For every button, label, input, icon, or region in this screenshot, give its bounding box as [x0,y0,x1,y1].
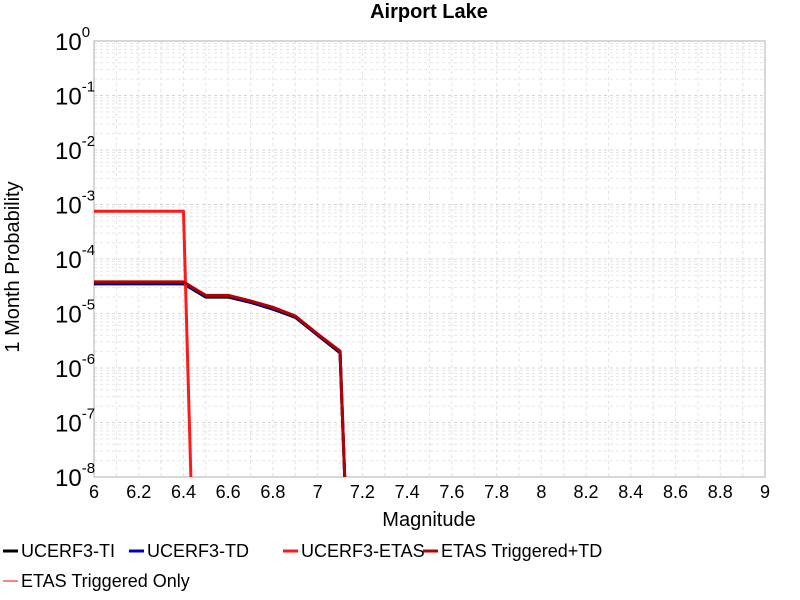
y-tick-label: 10-1 [55,79,95,111]
x-tick-label: 6.8 [260,482,285,502]
legend-item: ETAS Triggered Only [3,571,190,591]
x-tick-label: 8 [536,482,546,502]
x-tick-label: 8.6 [663,482,688,502]
legend-label: ETAS Triggered Only [21,571,190,591]
y-tick-label: 10-7 [55,406,95,438]
y-tick-label: 10-5 [55,297,95,329]
series-line-3 [94,280,347,477]
x-tick-label: 7.2 [350,482,375,502]
y-tick-label: 100 [55,24,90,56]
plot-area [93,40,766,478]
grid [93,41,766,478]
x-tick-label: 6.2 [126,482,151,502]
x-tick-label: 8.2 [574,482,599,502]
legend-label: UCERF3-ETAS [301,541,425,561]
x-tick-label: 7.4 [395,482,420,502]
x-tick-label: 8.8 [708,482,733,502]
x-tick-label: 6.6 [216,482,241,502]
series-line-2 [94,209,193,477]
y-tick-label: 10-6 [55,351,95,383]
x-tick-labels: 6 6.2 6.4 6.6 6.8 7 7.2 7.4 7.6 7.8 8 8.2 8.4 8.6 8.8 9 [89,482,770,502]
y-tick-label: 10-2 [55,133,95,165]
y-axis-label: 1 Month Probability [2,181,24,352]
y-tick-label: 10-3 [55,188,95,220]
x-axis-label: Magnitude [382,509,475,531]
legend-item: UCERF3-TI [3,541,115,561]
legend-label: UCERF3-TI [21,541,115,561]
legend-item: ETAS Triggered+TD [423,541,602,561]
y-tick-labels: 10-8 10-7 10-6 10-5 10-4 10-3 10-2 10-1 100 [55,24,95,492]
legend: UCERF3-TI UCERF3-TD UCERF3-ETAS ETAS Trigge… [3,541,602,591]
legend-label: ETAS Triggered+TD [441,541,602,561]
x-tick-label: 7 [313,482,323,502]
x-tick-label: 7.6 [439,482,464,502]
x-tick-label: 8.4 [618,482,643,502]
legend-label: UCERF3-TD [147,541,249,561]
x-tick-label: 9 [760,482,770,502]
x-tick-label: 7.8 [484,482,509,502]
legend-item: UCERF3-ETAS [283,541,425,561]
x-tick-label: 6.4 [171,482,196,502]
y-tick-label: 10-4 [55,242,95,274]
x-tick-label: 6 [89,482,99,502]
series-lines [94,209,347,477]
legend-item: UCERF3-TD [129,541,249,561]
chart-title: Airport Lake [370,1,488,23]
y-tick-label: 10-8 [55,460,95,492]
